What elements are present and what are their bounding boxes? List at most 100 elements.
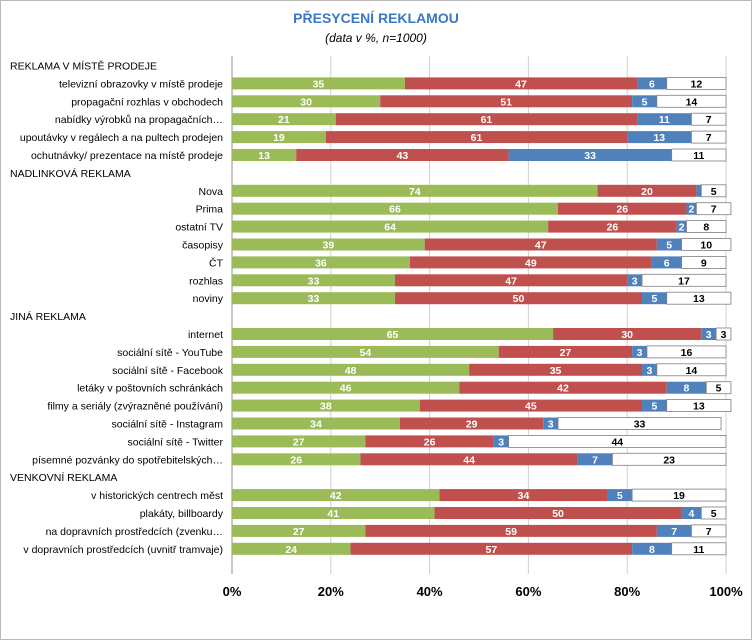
data-label: 61 xyxy=(471,132,483,144)
segment-white xyxy=(666,77,727,90)
data-label: 7 xyxy=(711,204,717,216)
segment-red xyxy=(558,202,687,215)
segment-red xyxy=(296,149,509,161)
bar-row: 34 29 3 33 xyxy=(232,417,722,431)
segment-blue xyxy=(508,149,672,161)
bar-row: 19 61 13 7 xyxy=(232,130,727,144)
bar-row: 41 50 4 5 xyxy=(232,506,727,520)
category-label: televizní obrazovky v místě prodeje xyxy=(59,78,223,90)
data-label: 19 xyxy=(273,132,285,144)
section-header: JINÁ REKLAMA xyxy=(10,310,86,323)
segment-green xyxy=(232,184,598,197)
data-label: 49 xyxy=(525,257,537,269)
data-label: 7 xyxy=(592,454,598,466)
segment-green xyxy=(232,417,400,430)
section-header: NADLINKOVÁ REKLAMA xyxy=(10,167,131,180)
data-label: 4 xyxy=(688,508,694,520)
segment-white xyxy=(671,542,727,556)
category-label: sociální sítě - Facebook xyxy=(112,365,224,377)
data-label: 74 xyxy=(409,186,421,198)
segment-white xyxy=(641,273,727,287)
data-label: 47 xyxy=(515,78,527,90)
segment-blue xyxy=(686,202,697,215)
data-label: 42 xyxy=(330,490,342,502)
data-label: 11 xyxy=(659,114,670,126)
segment-blue xyxy=(666,381,707,394)
bar-row: 46 42 8 5 xyxy=(232,381,732,395)
segment-red xyxy=(404,77,638,90)
segment-white xyxy=(508,434,727,448)
data-label: 27 xyxy=(293,436,305,448)
data-label: 34 xyxy=(310,419,322,431)
category-label: v historických centrech měst xyxy=(91,490,223,502)
segment-blue xyxy=(642,399,667,412)
segment-red xyxy=(360,453,578,466)
data-label: 47 xyxy=(505,275,517,287)
data-label: 6 xyxy=(664,257,670,269)
x-tick-label: 0% xyxy=(223,584,242,599)
data-label: 66 xyxy=(389,204,401,216)
segment-blue xyxy=(651,256,682,269)
category-label: na dopravních prostředcích (zvenku… xyxy=(46,526,223,538)
segment-white xyxy=(631,488,727,502)
bar-row: 21 61 11 7 xyxy=(232,112,727,126)
data-label: 7 xyxy=(671,526,677,538)
category-label: v dopravních prostředcích (uvnitř tramva… xyxy=(23,544,223,556)
segment-green xyxy=(232,256,410,269)
segment-red xyxy=(548,220,677,233)
segment-blue xyxy=(637,77,667,90)
data-label: 5 xyxy=(666,240,672,252)
segment-green xyxy=(232,542,351,555)
segment-blue xyxy=(642,363,657,376)
segment-white xyxy=(715,327,732,341)
bar-row: 42 34 5 19 xyxy=(232,488,727,502)
data-label: 27 xyxy=(293,526,305,538)
data-label: 7 xyxy=(706,114,712,126)
bar-row: 33 50 5 13 xyxy=(232,291,732,305)
segment-green xyxy=(232,345,499,358)
bar-row: 66 26 2 7 xyxy=(232,202,732,216)
category-label: Nova xyxy=(198,186,223,198)
segment-blue xyxy=(632,345,647,358)
data-label: 44 xyxy=(611,436,623,448)
segment-white xyxy=(686,220,727,234)
bar-row: 33 47 3 17 xyxy=(232,273,727,287)
data-label: 35 xyxy=(550,365,562,377)
segment-blue xyxy=(632,95,657,108)
data-label: 6 xyxy=(649,78,655,90)
segment-green xyxy=(232,489,440,502)
category-label: ochutnávky/ prezentace na místě prodeje xyxy=(31,150,223,162)
data-label: 10 xyxy=(700,240,712,252)
data-label: 11 xyxy=(693,544,704,556)
segment-blue xyxy=(656,238,682,251)
segment-red xyxy=(365,435,494,448)
data-label: 35 xyxy=(313,78,325,90)
segment-green xyxy=(232,220,549,233)
bar-row: 48 35 3 14 xyxy=(232,363,727,377)
category-label: sociální sítě - YouTube xyxy=(117,347,223,359)
data-label: 47 xyxy=(535,240,547,252)
segment-blue xyxy=(543,417,559,430)
category-label: ČT xyxy=(209,256,224,269)
data-label: 34 xyxy=(518,490,530,502)
data-label: 48 xyxy=(345,365,357,377)
data-label: 5 xyxy=(716,383,722,395)
chart-subtitle: (data v %, n=1000) xyxy=(325,31,427,45)
data-label: 65 xyxy=(387,329,399,341)
segment-red xyxy=(459,381,667,394)
data-label: 36 xyxy=(315,257,327,269)
category-label: Prima xyxy=(196,204,224,216)
category-label: ostatní TV xyxy=(175,222,223,234)
bar-row: 36 49 6 9 xyxy=(232,255,727,269)
x-tick-label: 20% xyxy=(318,584,344,599)
data-label: 42 xyxy=(557,383,569,395)
category-label: filmy a seriály (zvýrazněné používání) xyxy=(47,401,223,413)
bar-row: 39 47 5 10 xyxy=(232,238,732,252)
category-label: internet xyxy=(188,329,223,341)
data-label: 13 xyxy=(258,150,270,162)
data-label: 13 xyxy=(653,132,665,144)
segment-white xyxy=(691,112,727,126)
data-label: 3 xyxy=(548,419,554,431)
data-label: 21 xyxy=(278,114,290,126)
chart-title: PŘESYCENÍ REKLAMOU xyxy=(293,10,459,26)
